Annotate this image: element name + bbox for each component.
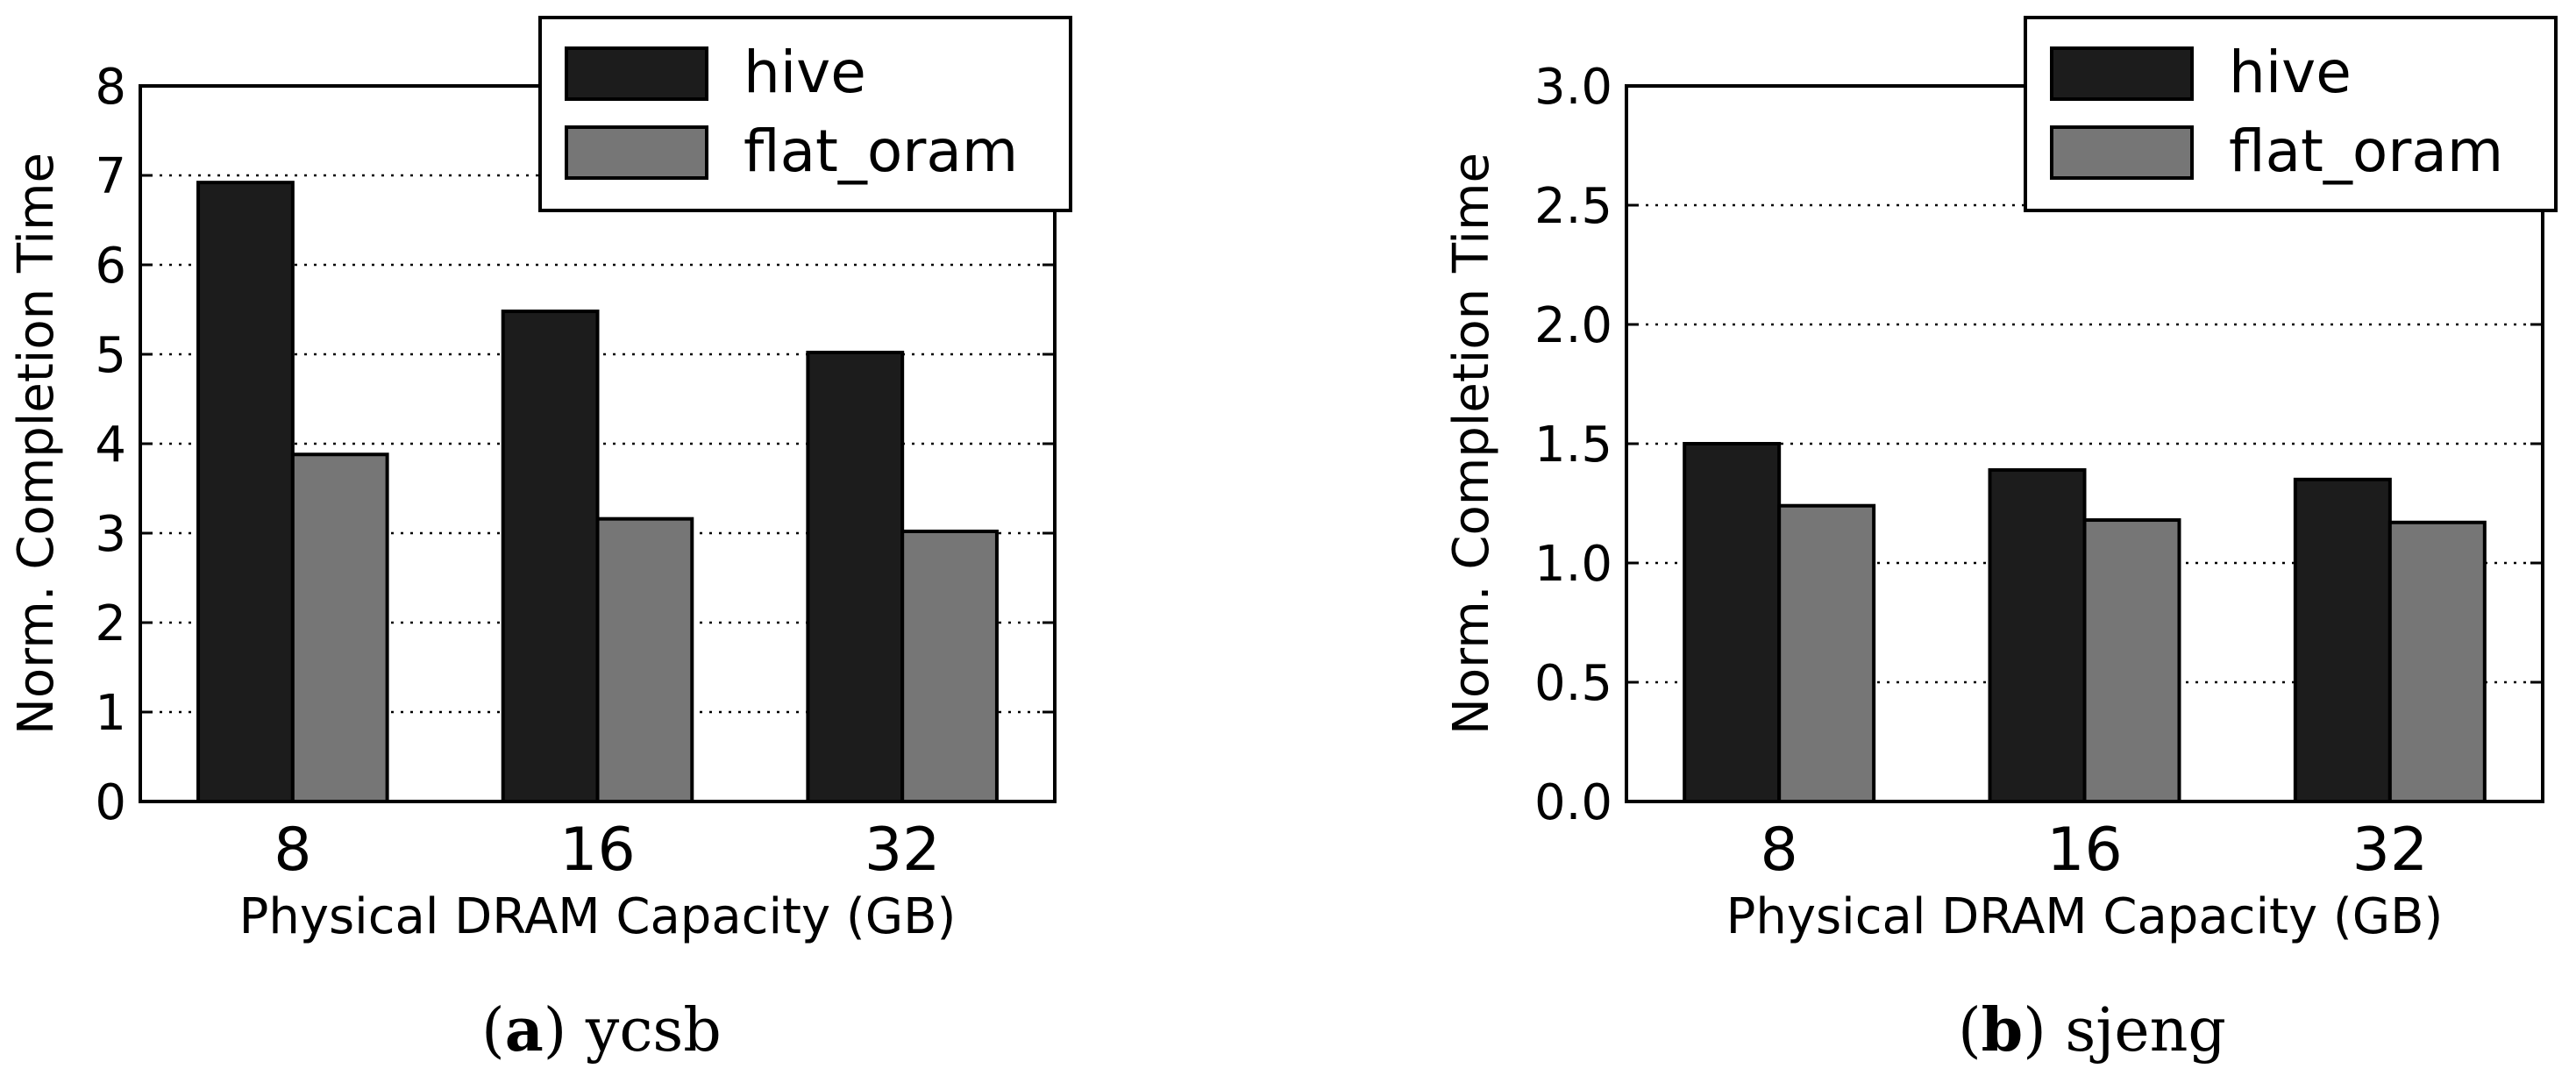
legend-label-flat_oram: flat_oram: [2229, 118, 2503, 185]
legend-label-hive: hive: [744, 39, 866, 106]
y-tick-label: 7: [95, 148, 126, 205]
bar-hive: [196, 181, 295, 804]
caption-paren-close: ): [2023, 996, 2065, 1065]
y-tick-label: 2.0: [1534, 297, 1612, 354]
x-tick-label: 16: [559, 816, 636, 885]
x-tick-label: 16: [2046, 816, 2123, 885]
legend-swatch-flat_oram: [565, 125, 708, 180]
panel-caption: (a) ycsb: [481, 995, 722, 1065]
y-tick-label: 0.0: [1534, 774, 1612, 831]
y-tick-label: 3.0: [1534, 59, 1612, 116]
caption-paren-open: (: [481, 996, 505, 1065]
bar-flat_oram: [2082, 518, 2181, 803]
legend: hive flat_oram: [538, 16, 1072, 212]
legend: hive flat_oram: [2024, 16, 2558, 212]
y-tick-label: 1.5: [1534, 417, 1612, 474]
caption-panel-label: a: [505, 995, 544, 1065]
bar-flat_oram: [900, 529, 999, 804]
legend-swatch-hive: [565, 46, 708, 101]
x-tick-label: 8: [274, 816, 311, 885]
bar-hive: [2293, 477, 2392, 803]
x-axis-label: Physical DRAM Capacity (GB): [239, 888, 957, 945]
bar-flat_oram: [595, 517, 694, 803]
bar-flat_oram: [290, 452, 389, 803]
y-tick-label: 0: [95, 774, 126, 831]
y-axis-label: Norm. Completion Time: [1443, 153, 1500, 735]
y-axis-label: Norm. Completion Time: [8, 153, 65, 735]
legend-label-flat_oram: flat_oram: [744, 118, 1018, 185]
y-tick-label: 4: [95, 417, 126, 474]
legend-label-hive: hive: [2229, 39, 2352, 106]
legend-swatch-flat_oram: [2050, 125, 2194, 180]
y-tick-label: 1: [95, 685, 126, 742]
bar-hive: [1988, 467, 2087, 803]
y-tick-label: 5: [95, 327, 126, 384]
panel-caption: (b) sjeng: [1958, 995, 2226, 1065]
caption-panel-label: b: [1982, 995, 2024, 1065]
y-tick-label: 3: [95, 506, 126, 563]
x-tick-label: 32: [865, 816, 941, 885]
bar-hive: [501, 310, 600, 804]
caption-benchmark-name: ycsb: [585, 996, 722, 1065]
x-tick-label: 32: [2352, 816, 2429, 885]
y-tick-label: 2: [95, 595, 126, 652]
y-tick-label: 6: [95, 238, 126, 295]
y-tick-label: 8: [95, 59, 126, 116]
caption-paren-open: (: [1958, 996, 1982, 1065]
y-tick-label: 0.5: [1534, 655, 1612, 712]
bar-flat_oram: [2387, 520, 2487, 803]
bar-hive: [806, 350, 905, 803]
x-tick-label: 8: [1761, 816, 1798, 885]
bar-hive: [1683, 442, 1782, 803]
y-tick-label: 1.0: [1534, 536, 1612, 593]
y-tick-label: 2.5: [1534, 178, 1612, 235]
x-axis-label: Physical DRAM Capacity (GB): [1726, 888, 2444, 945]
caption-paren-close: ): [544, 996, 586, 1065]
caption-benchmark-name: sjeng: [2065, 996, 2226, 1065]
legend-swatch-hive: [2050, 46, 2194, 101]
bar-flat_oram: [1777, 503, 1876, 803]
